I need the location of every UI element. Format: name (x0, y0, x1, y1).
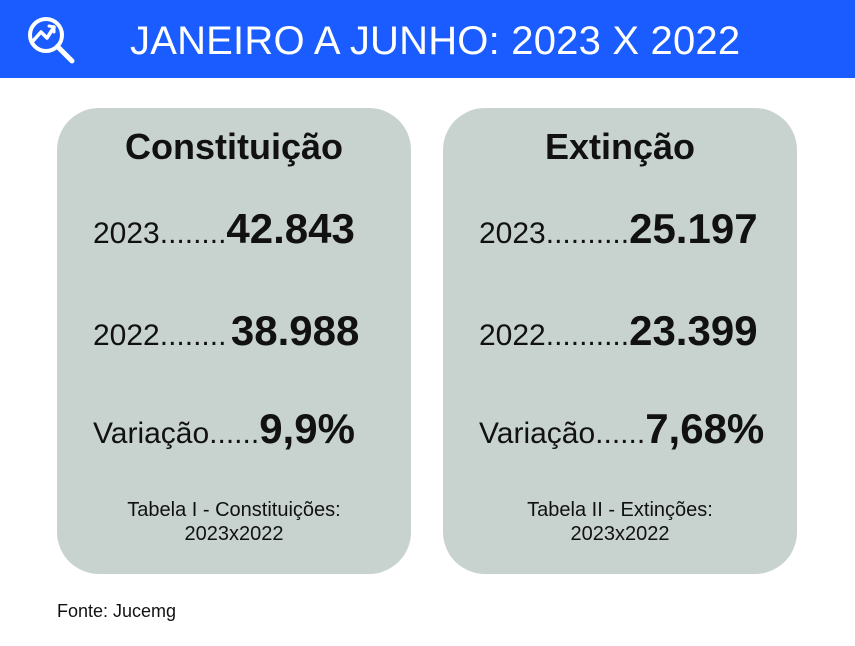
card-title: Constituição (124, 126, 343, 167)
stat-row-variacao: Variação......9,9% (93, 406, 355, 454)
row-value: 38.988 (230, 307, 360, 354)
extincao-card: Extinção 2023..........25.197 2022......… (443, 108, 797, 574)
row-value: 23.399 (629, 307, 758, 354)
row-label: 2023........ (93, 217, 227, 250)
row-value: 9,9% (259, 405, 355, 452)
stat-row-2022: 2022........ 38.988 (93, 308, 359, 356)
card-title: Extinção (544, 126, 696, 167)
row-label: 2022........ (93, 319, 227, 352)
stat-row-2023: 2023..........25.197 (479, 206, 758, 254)
page-title: JANEIRO A JUNHO: 2023 X 2022 (130, 19, 741, 63)
stat-row-variacao: Variação......7,68% (479, 406, 764, 454)
row-value: 42.843 (226, 205, 355, 252)
row-label: 2022.......... (479, 319, 630, 352)
source-note: Fonte: Jucemg (57, 601, 177, 621)
row-value: 25.197 (629, 205, 758, 252)
row-label: 2023.......... (479, 217, 630, 250)
chart-magnifier-icon (28, 17, 75, 64)
header-bar: JANEIRO A JUNHO: 2023 X 2022 (0, 0, 855, 78)
table-caption: Tabela I - Constituições: 2023x2022 (77, 498, 391, 546)
row-label: Variação...... (93, 417, 260, 450)
caption-line: Tabela I - Constituições: (127, 499, 341, 521)
caption-line: Tabela II - Extinções: (527, 499, 713, 521)
caption-line: 2023x2022 (570, 523, 670, 545)
table-caption: Tabela II - Extinções: 2023x2022 (463, 498, 777, 546)
caption-line: 2023x2022 (184, 523, 284, 545)
row-label: Variação...... (479, 417, 646, 450)
row-value: 7,68% (645, 405, 765, 452)
stat-row-2023: 2023........42.843 (93, 206, 355, 254)
constituicao-card: Constituição 2023........42.843 2022....… (57, 108, 411, 574)
stat-row-2022: 2022..........23.399 (479, 308, 758, 356)
